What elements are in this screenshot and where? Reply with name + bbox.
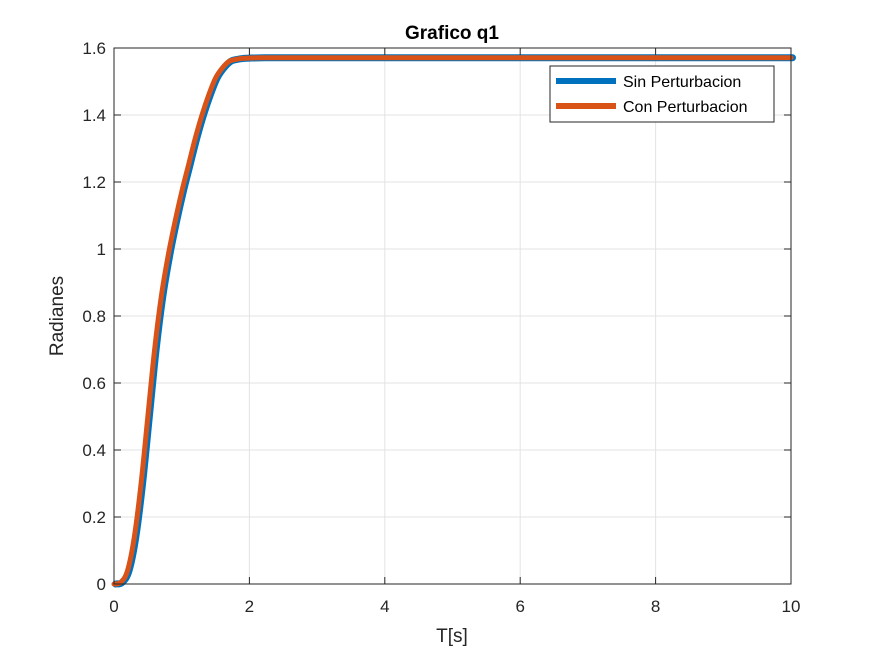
x-tick-label: 8 bbox=[651, 597, 660, 616]
chart-title: Grafico q1 bbox=[405, 23, 499, 44]
y-tick-label: 1.2 bbox=[82, 173, 106, 192]
legend-label-con-perturbacion: Con Perturbacion bbox=[623, 99, 748, 116]
x-tick-label: 10 bbox=[782, 597, 801, 616]
y-tick-label: 1.6 bbox=[82, 39, 106, 58]
x-tick-label: 6 bbox=[515, 597, 524, 616]
y-tick-label: 0 bbox=[97, 575, 106, 594]
legend-label-sin-perturbacion: Sin Perturbacion bbox=[623, 74, 741, 91]
y-tick-label: 0.6 bbox=[82, 374, 106, 393]
y-tick-label: 1 bbox=[97, 240, 106, 259]
x-tick-label: 2 bbox=[245, 597, 254, 616]
legend-box bbox=[549, 65, 775, 123]
series-lines bbox=[111, 54, 796, 588]
y-tick-label: 0.8 bbox=[82, 307, 106, 326]
x-tick-label: 4 bbox=[380, 597, 389, 616]
y-tick-label: 0.2 bbox=[82, 508, 106, 527]
y-tick-label: 1.4 bbox=[82, 106, 106, 125]
y-tick-label: 0.4 bbox=[82, 441, 106, 460]
x-axis-label: T[s] bbox=[436, 626, 468, 647]
y-axis-label: Radianes bbox=[47, 276, 68, 356]
series-line-con-perturbacion bbox=[111, 55, 794, 587]
x-tick-label: 0 bbox=[109, 597, 118, 616]
axis-ticks: 0 2 4 6 8 10 0 0.2 0.4 0.6 0.8 1 1.2 1.4 1.6 bbox=[82, 39, 800, 616]
legend[interactable]: Sin Perturbacion Con Perturbacion bbox=[549, 65, 775, 123]
